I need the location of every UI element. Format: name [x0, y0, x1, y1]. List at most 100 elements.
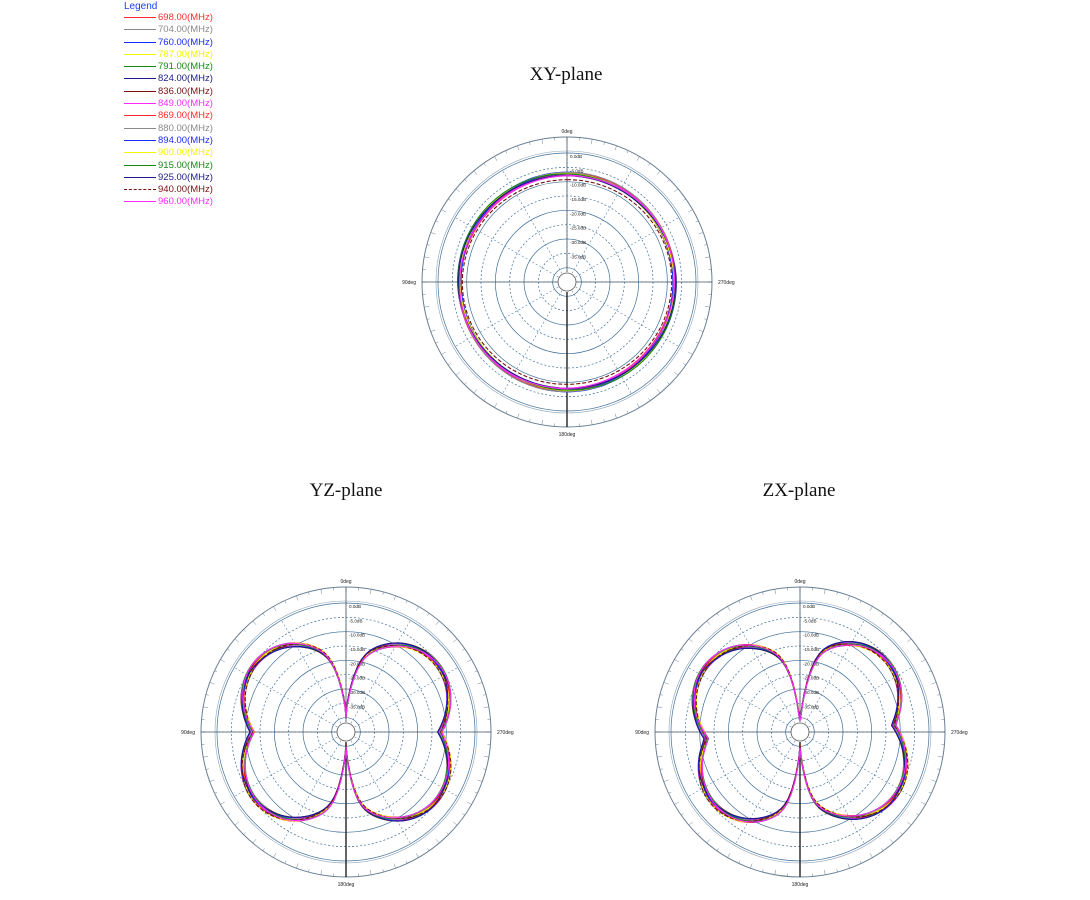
angle-tick	[455, 371, 460, 376]
angle-tick	[427, 613, 430, 616]
angle-tick	[393, 863, 396, 869]
radial-tick-label: 0.0dB	[803, 604, 815, 609]
radial-tick-label: -35.0dB	[803, 704, 819, 709]
legend-item: 836.00(MHz)	[124, 86, 234, 98]
angle-tick	[668, 791, 672, 794]
angle-tick	[921, 801, 926, 805]
angle-label-bottom: 180deg	[792, 882, 809, 888]
series-group	[691, 641, 909, 823]
angle-tick	[517, 413, 520, 419]
angle-label-top: 0deg	[794, 579, 805, 585]
series-line	[461, 179, 673, 385]
angle-tick	[262, 613, 265, 616]
angle-tick	[296, 595, 299, 601]
angle-tick	[859, 860, 862, 864]
angle-tick	[667, 382, 670, 385]
angle-tick	[494, 403, 498, 408]
angle-tick	[529, 419, 531, 423]
radial-tick-label: -20.0dB	[570, 211, 586, 216]
angle-tick	[706, 620, 711, 625]
angle-tick	[916, 648, 919, 651]
angle-tick	[869, 606, 873, 611]
legend-label: 849.00(MHz)	[158, 98, 213, 110]
angle-tick	[462, 813, 465, 816]
legend: Legend 698.00(MHz) 704.00(MHz) 760.00(MHz)…	[124, 1, 234, 209]
angle-tick	[474, 670, 478, 673]
legend-swatch	[124, 164, 156, 166]
angle-tick	[656, 389, 661, 394]
legend-label: 704.00(MHz)	[158, 24, 213, 36]
angle-tick	[591, 139, 593, 145]
center-circle	[557, 272, 577, 292]
angle-labels: 0deg 90deg 270deg 180deg	[181, 579, 514, 888]
angle-tick	[716, 613, 719, 616]
radial-tick-label: -5.0dB	[349, 618, 363, 623]
series-line	[695, 643, 909, 822]
angle-tick	[273, 853, 277, 858]
angle-tick	[706, 839, 711, 844]
angle-tick	[426, 244, 430, 246]
legend-label: 760.00(MHz)	[158, 36, 213, 48]
angle-tick	[697, 832, 700, 835]
series-line	[459, 175, 675, 389]
angle-labels: 0deg 90deg 270deg 180deg	[402, 129, 735, 438]
angle-tick	[382, 591, 384, 595]
angle-tick	[453, 821, 458, 826]
angle-tick	[738, 860, 741, 864]
radial-tick-label: -10.0dB	[349, 633, 365, 638]
angle-tick	[464, 179, 467, 182]
legend-swatch	[124, 29, 156, 31]
grid-spoke	[281, 620, 342, 724]
angle-tick	[262, 848, 265, 851]
xy-plane-title: XY-plane	[529, 64, 603, 85]
angle-tick	[220, 659, 225, 663]
angle-tick	[683, 363, 686, 366]
legend-title: Legend	[124, 1, 158, 12]
legend-swatch	[124, 66, 156, 68]
legend-item: 869.00(MHz)	[124, 110, 234, 122]
radial-tick-label: -20.0dB	[803, 661, 819, 666]
angle-tick	[483, 163, 486, 166]
radial-tick-label: -25.0dB	[349, 676, 365, 681]
radial-tick-labels: 0.0dB -5.0dB -10.0dB -15.0dB -20.0dB -25.0dB -…	[803, 604, 819, 709]
angle-tick	[648, 163, 651, 166]
angle-tick	[937, 768, 941, 770]
angle-tick	[674, 801, 679, 805]
angle-tick	[738, 600, 741, 604]
radial-tick-label: -15.0dB	[570, 197, 586, 202]
angle-tick	[214, 670, 218, 673]
angle-tick	[448, 198, 451, 201]
legend-label: 698.00(MHz)	[158, 12, 213, 23]
angle-tick	[921, 659, 926, 663]
radial-tick-label: -30.0dB	[570, 240, 586, 245]
angle-tick	[824, 869, 826, 875]
angle-tick	[427, 848, 430, 851]
angle-tick	[656, 170, 661, 175]
angle-tick	[681, 813, 684, 816]
legend-item: 704.00(MHz)	[124, 24, 234, 36]
legend-label: 960.00(MHz)	[158, 196, 213, 208]
angle-tick	[667, 179, 670, 182]
angle-tick	[529, 141, 531, 145]
angle-tick	[657, 756, 663, 758]
angle-tick	[881, 848, 884, 851]
radial-tick-label: 0.0dB	[349, 604, 361, 609]
angle-tick	[435, 341, 439, 344]
angle-tick	[889, 620, 894, 625]
angle-tick	[614, 413, 617, 419]
polar-grid	[421, 136, 713, 428]
radial-tick-label: -35.0dB	[570, 254, 586, 259]
angle-tick	[674, 188, 679, 193]
center-circle	[790, 722, 810, 742]
legend-item: 940.00(MHz)	[124, 184, 234, 196]
angle-tick	[474, 791, 478, 794]
angle-tick	[205, 694, 209, 696]
angle-tick	[284, 860, 287, 864]
legend-item: 791.00(MHz)	[124, 61, 234, 73]
legend-swatch	[124, 78, 156, 80]
angle-tick	[494, 156, 498, 161]
legend-item: 760.00(MHz)	[124, 37, 234, 49]
angle-tick	[716, 848, 719, 851]
angle-tick	[695, 341, 699, 344]
angle-tick	[626, 410, 629, 414]
